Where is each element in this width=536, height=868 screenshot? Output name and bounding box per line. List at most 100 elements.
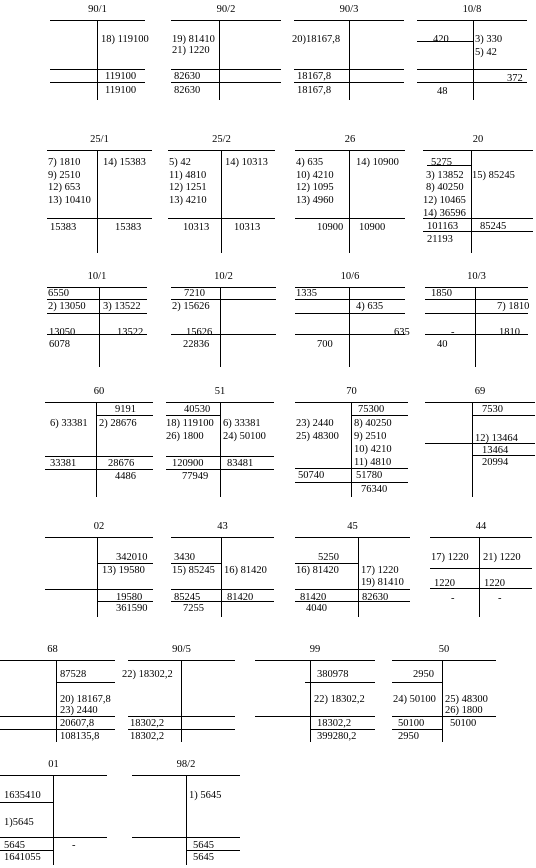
credit-entry: 6) 33381 [223,418,261,429]
credit-entry: 14) 10313 [225,157,268,168]
credit-entry: 3) 330 [475,34,503,45]
account-99: 99 380978 22) 18302,2 18302,2 399280,2 [255,644,375,742]
debit-turnover: 15626 [186,327,213,338]
account-title: 25/2 [212,134,231,145]
debit-entry: 5) 42 [169,157,191,168]
account-title: 02 [93,521,105,532]
opening-credit-balance: 75300 [358,404,385,415]
credit-turnover: 635 [394,327,410,338]
credit-entry: 2) 28676 [99,418,137,429]
debit-entry: 8) 40250 [426,182,464,193]
debit-entry: 16) 81420 [296,565,339,576]
account-title: 10/2 [214,271,233,282]
debit-entry: 3) 13852 [426,170,464,181]
debit-turnover: 50100 [398,718,425,729]
credit-turnover: 15383 [115,222,142,233]
debit-entry: 4) 635 [296,157,324,168]
credit-entry: 26) 1800 [445,705,483,716]
account-68: 68 87528 20) 18167,8 23) 2440 20607,8 10… [0,644,115,742]
credit-entry: 10) 4210 [354,444,392,455]
debit-turnover: 10900 [317,222,344,233]
credit-entry: 11) 4810 [354,457,392,468]
debit-entry: 13) 4210 [169,195,207,206]
account-44: 44 17) 1220 21) 1220 1220 1220 - - [430,521,532,617]
credit-entry: 1) 5645 [189,790,222,801]
credit-entry: 25) 48300 [445,694,488,705]
credit-entry: 14) 10900 [356,157,399,168]
credit-end-balance: 5645 [193,852,214,863]
account-title: 20 [472,134,484,145]
debit-turnover: 85245 [174,592,201,603]
account-25-2: 25/2 5) 42 11) 4810 12) 1251 13) 4210 14… [168,134,275,253]
credit-turnover: 1220 [484,578,505,589]
debit-turnover: 13050 [49,327,76,338]
debit-entry: 22) 18302,2 [122,669,173,680]
opening-debit-balance: 40530 [184,404,211,415]
account-title: 69 [474,386,486,397]
opening-debit-balance: 1335 [296,288,317,299]
credit-end-balance: - [498,593,502,604]
credit-turnover: 13464 [482,445,509,456]
debit-end-balance: 22836 [183,339,210,350]
debit-turnover: 18302,2 [130,718,165,729]
account-title: 90/3 [339,4,359,15]
credit-entry: 23) 2440 [60,705,98,716]
account-title: 10/8 [462,4,482,15]
account-10-1: 10/1 6550 2) 13050 3) 13522 13050 13522 … [47,271,147,367]
debit-entry: 12) 10465 [423,195,466,206]
debit-turnover: 5645 [4,840,25,851]
debit-entry: 23) 2440 [296,418,334,429]
credit-entry: 21) 1220 [483,552,521,563]
debit-entry: 15) 85245 [172,565,215,576]
debit-entry: 21) 1220 [172,45,210,56]
credit-turnover: 83481 [227,458,254,469]
credit-entry: 20) 18167,8 [60,694,111,705]
debit-end-balance: 2950 [398,731,419,742]
credit-end-balance: 76340 [361,484,388,495]
debit-entry: 12) 653 [48,182,81,193]
opening-credit-balance: 342010 [116,552,148,563]
debit-end-balance: - [451,593,455,604]
account-90-5: 90/5 22) 18302,2 18302,2 18302,2 [122,644,235,742]
account-title: 68 [47,644,58,655]
debit-entry: 18) 119100 [166,418,214,429]
account-title: 43 [217,521,228,532]
opening-debit-balance: 6550 [48,288,69,299]
credit-turnover: 10900 [359,222,386,233]
account-title: 25/1 [90,134,109,145]
credit-entry: 19) 81410 [361,577,404,588]
debit-entry: 6) 33381 [50,418,88,429]
credit-entry: 4) 635 [356,301,384,312]
account-26: 26 4) 635 10) 4210 12) 1095 13) 4960 14)… [295,134,405,253]
account-98-2: 98/2 1) 5645 5645 5645 [132,759,240,865]
debit-turnover: 50740 [298,470,325,481]
debit-turnover: 33381 [50,458,77,469]
opening-credit-balance: 7530 [482,404,503,415]
account-title: 26 [344,134,356,145]
account-10-6: 10/6 1335 4) 635 635 700 [295,271,410,367]
credit-end-balance: 4486 [115,471,136,482]
credit-entry: 16) 81420 [224,565,267,576]
debit-entry: 1)5645 [4,817,34,828]
credit-turnover: 81420 [227,592,254,603]
account-title: 10/6 [340,271,360,282]
debit-entry: 13) 10410 [48,195,91,206]
account-title: 90/5 [172,644,191,655]
opening-debit-balance: 1850 [431,288,452,299]
account-51: 51 40530 18) 119100 26) 1800 6) 33381 24… [166,386,274,497]
debit-entry: 12) 1251 [169,182,207,193]
debit-entry: 2) 15626 [172,301,210,312]
opening-credit-balance: 87528 [60,669,87,680]
debit-turnover: 101163 [427,221,459,232]
credit-turnover: 28676 [108,458,135,469]
credit-entry: 24) 50100 [223,431,266,442]
debit-end-balance: 21193 [427,234,453,245]
debit-entry: 19) 81410 [172,34,215,45]
credit-turnover: 5645 [193,840,214,851]
opening-debit-balance: 420 [433,34,449,45]
account-43: 43 3430 15) 85245 16) 81420 85245 81420 … [171,521,274,617]
credit-end-balance: 361590 [116,603,148,614]
debit-entry: 2) 13050 [48,301,86,312]
credit-turnover: 18302,2 [317,718,352,729]
debit-end-balance: 77949 [182,471,209,482]
